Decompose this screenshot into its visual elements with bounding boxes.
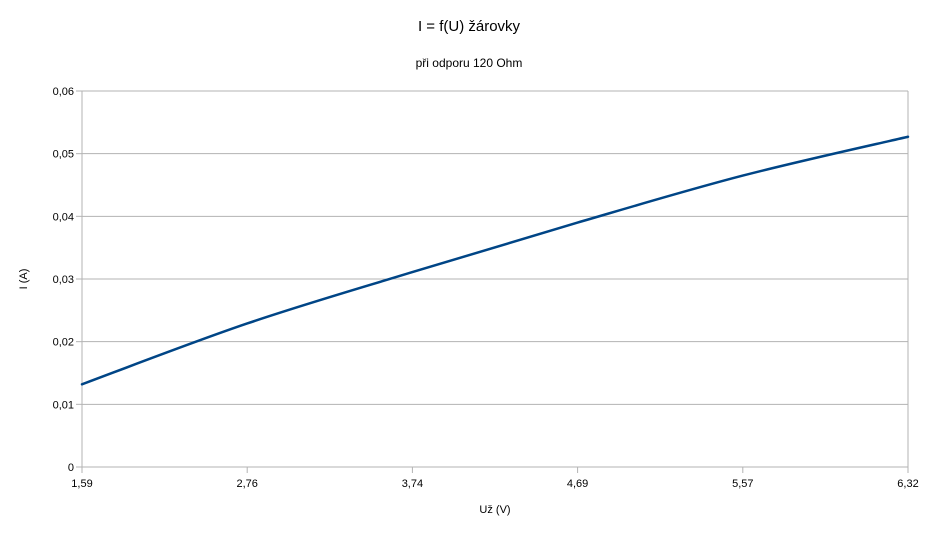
x-tick-label: 4,69 — [567, 478, 588, 490]
y-tick-label: 0 — [68, 462, 74, 474]
chart-subtitle: při odporu 120 Ohm — [415, 56, 523, 70]
series-line — [80, 135, 910, 386]
x-tick-label: 3,74 — [402, 478, 423, 490]
x-tick-label: 6,32 — [897, 478, 918, 490]
y-tick-label: 0,01 — [53, 399, 74, 411]
x-axis-label: Už (V) — [479, 504, 510, 516]
y-tick-label: 0,03 — [53, 274, 74, 286]
y-axis-label: I (A) — [18, 269, 30, 290]
x-tick-label: 1,59 — [71, 478, 92, 490]
y-tick-label: 0,05 — [53, 149, 74, 161]
y-tick-label: 0,06 — [53, 86, 74, 98]
x-tick-label: 5,57 — [732, 478, 753, 490]
chart-title: I = f(U) žárovky — [417, 18, 521, 35]
x-tick-label: 2,76 — [236, 478, 257, 490]
y-tick-label: 0,04 — [53, 211, 74, 223]
y-tick-label: 0,02 — [53, 337, 74, 349]
